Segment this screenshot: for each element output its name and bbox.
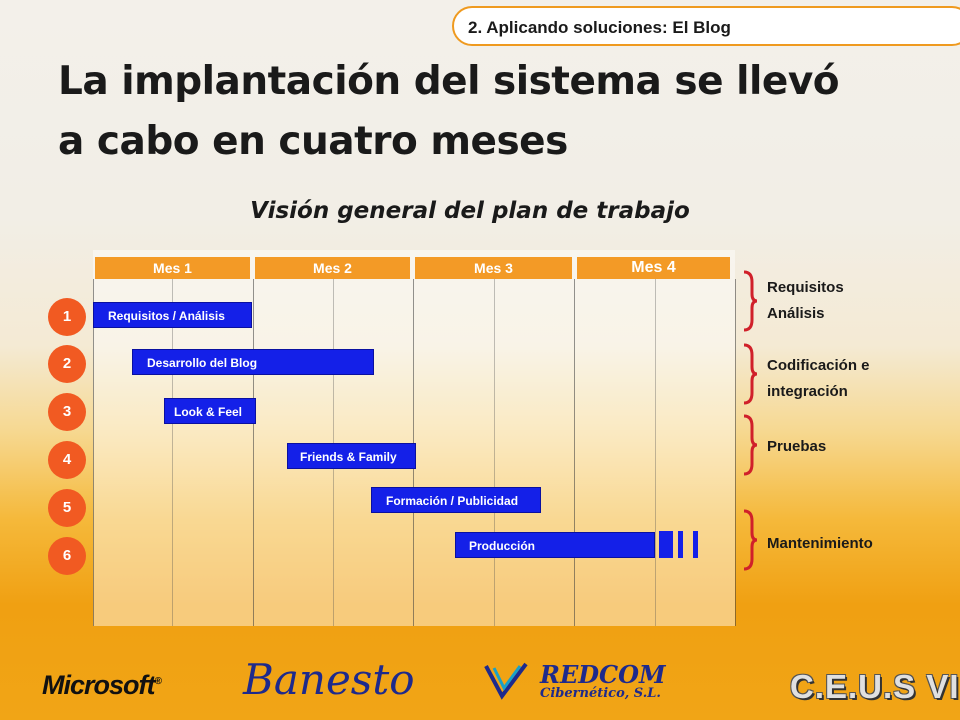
task-bar-friends-family: Friends & Family [287,443,416,469]
grid-line [253,279,254,626]
brace-icon [742,270,758,332]
production-tick [678,531,683,558]
brace-icon [742,343,758,405]
task-bar-produccion: Producción [455,532,655,558]
phase-label-codificacion: Codificación e integración [767,357,870,400]
microsoft-logo: Microsoft® [42,670,162,700]
brace-icon [742,414,758,476]
brace-icon [742,509,758,571]
production-tick [659,531,673,558]
step-badge-5: 5 [48,489,86,527]
task-bar-requisitos: Requisitos / Análisis [93,302,252,328]
redcom-logo-mark [482,660,530,709]
section-tag-label: 2. Aplicando soluciones: El Blog [468,18,731,37]
production-tick [693,531,698,558]
step-badge-4: 4 [48,441,86,479]
phase-label-requisitos: Requisitos Análisis [767,279,844,322]
redcom-subtitle: Cibernético, S.L. [540,686,661,701]
step-badge-1: 1 [48,298,86,336]
month-header-row: Mes 1 Mes 2 Mes 3 Mes 4 [93,257,735,279]
banesto-logo: Banesto [243,655,415,704]
grid-line [735,279,736,626]
grid-line [172,279,173,626]
step-badge-6: 6 [48,537,86,575]
step-badge-2: 2 [48,345,86,383]
month-header-1: Mes 1 [95,257,250,279]
task-bar-look-feel: Look & Feel [164,398,256,424]
phase-label-mantenimiento: Mantenimiento [767,535,873,552]
grid-line [93,279,94,626]
grid-line [574,279,575,626]
section-tag: 2. Aplicando soluciones: El Blog [452,6,960,46]
month-header-4: Mes 4 [577,257,730,279]
microsoft-logo-text: Microsoft [42,670,155,700]
phase-label-pruebas: Pruebas [767,438,827,455]
month-header-3: Mes 3 [415,257,572,279]
task-bar-formacion: Formación / Publicidad [371,487,541,513]
month-header-2: Mes 2 [255,257,410,279]
ceus-logo: C.E.U.S VI [790,668,960,705]
step-badge-3: 3 [48,393,86,431]
page-title: La implantación del sistema se llevó a c… [58,59,840,164]
chart-subtitle: Visión general del plan de trabajo [250,198,690,224]
grid-line [655,279,656,626]
task-bar-desarrollo: Desarrollo del Blog [132,349,374,375]
grid-line [494,279,495,626]
redcom-logo: REDCOM [540,660,666,689]
